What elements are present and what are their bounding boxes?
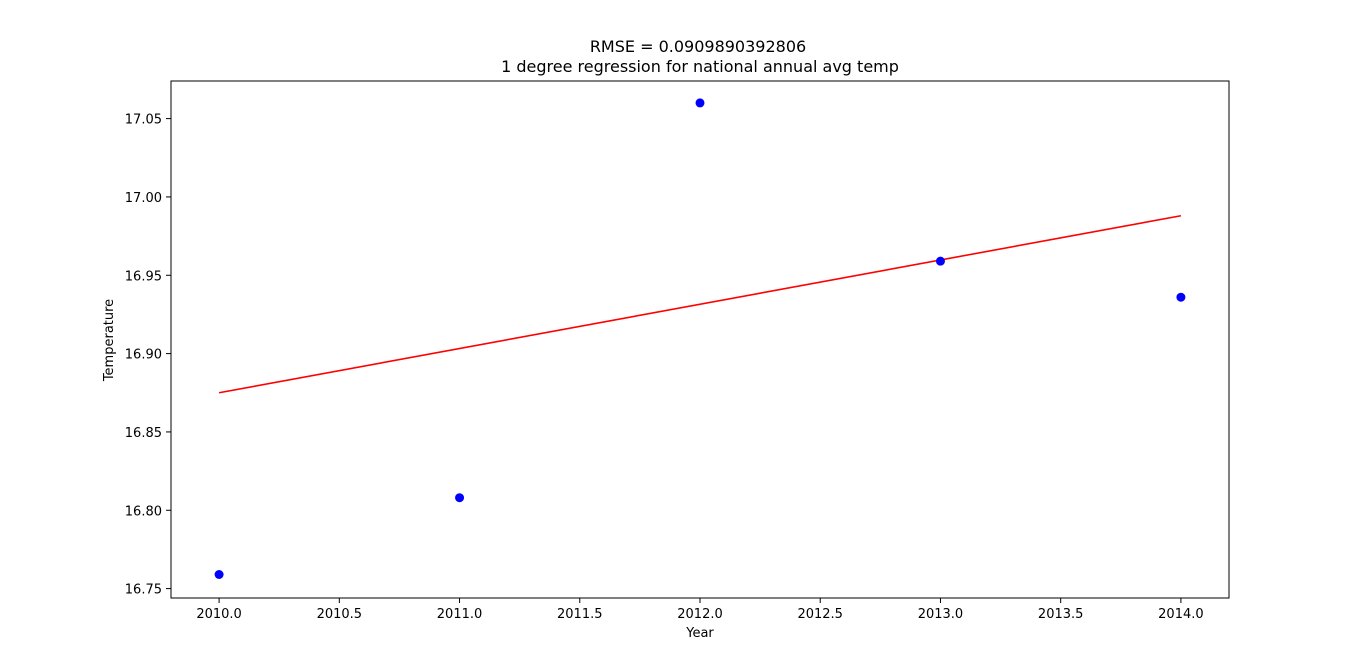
y-tick-label: 17.00 [125, 191, 162, 206]
y-tick-label: 16.95 [125, 269, 162, 284]
x-tick-label: 2013.0 [918, 607, 964, 622]
regression-line [218, 214, 1182, 394]
y-tick-label: 16.75 [125, 583, 162, 598]
data-point [935, 256, 945, 266]
y-axis-label: Temperature [102, 299, 117, 382]
series-layer [214, 98, 1186, 579]
chart-subtitle: 1 degree regression for national annual … [501, 57, 899, 76]
y-tick-label: 17.05 [125, 113, 162, 128]
x-axis-ticks: 2010.0 2010.5 2011.0 2011.5 2012.0 2012.5 2013… [196, 598, 1204, 622]
data-point [455, 493, 465, 503]
x-tick-label: 2011.0 [437, 607, 483, 622]
data-point [1176, 292, 1186, 302]
y-axis-ticks: 16.75 16.80 16.85 16.90 16.95 17.00 17.05 [125, 113, 171, 598]
plot-area: 2010.0 2010.5 2011.0 2011.5 2012.0 2012.5 2013… [125, 80, 1230, 622]
chart-title: RMSE = 0.0909890392806 [590, 37, 806, 56]
x-tick-label: 2011.5 [557, 607, 603, 622]
x-tick-label: 2013.5 [1038, 607, 1084, 622]
x-axis-label: Year [685, 626, 714, 641]
x-tick-label: 2012.0 [677, 607, 723, 622]
x-tick-label: 2010.5 [317, 607, 363, 622]
x-tick-label: 2014.0 [1158, 607, 1204, 622]
plot-frame [170, 80, 1230, 599]
y-tick-label: 16.80 [125, 504, 162, 519]
x-tick-label: 2010.0 [196, 607, 242, 622]
x-tick-label: 2012.5 [797, 607, 843, 622]
y-tick-label: 16.90 [125, 348, 162, 363]
y-tick-label: 16.85 [125, 426, 162, 441]
data-point [695, 98, 705, 108]
data-point [214, 570, 224, 579]
